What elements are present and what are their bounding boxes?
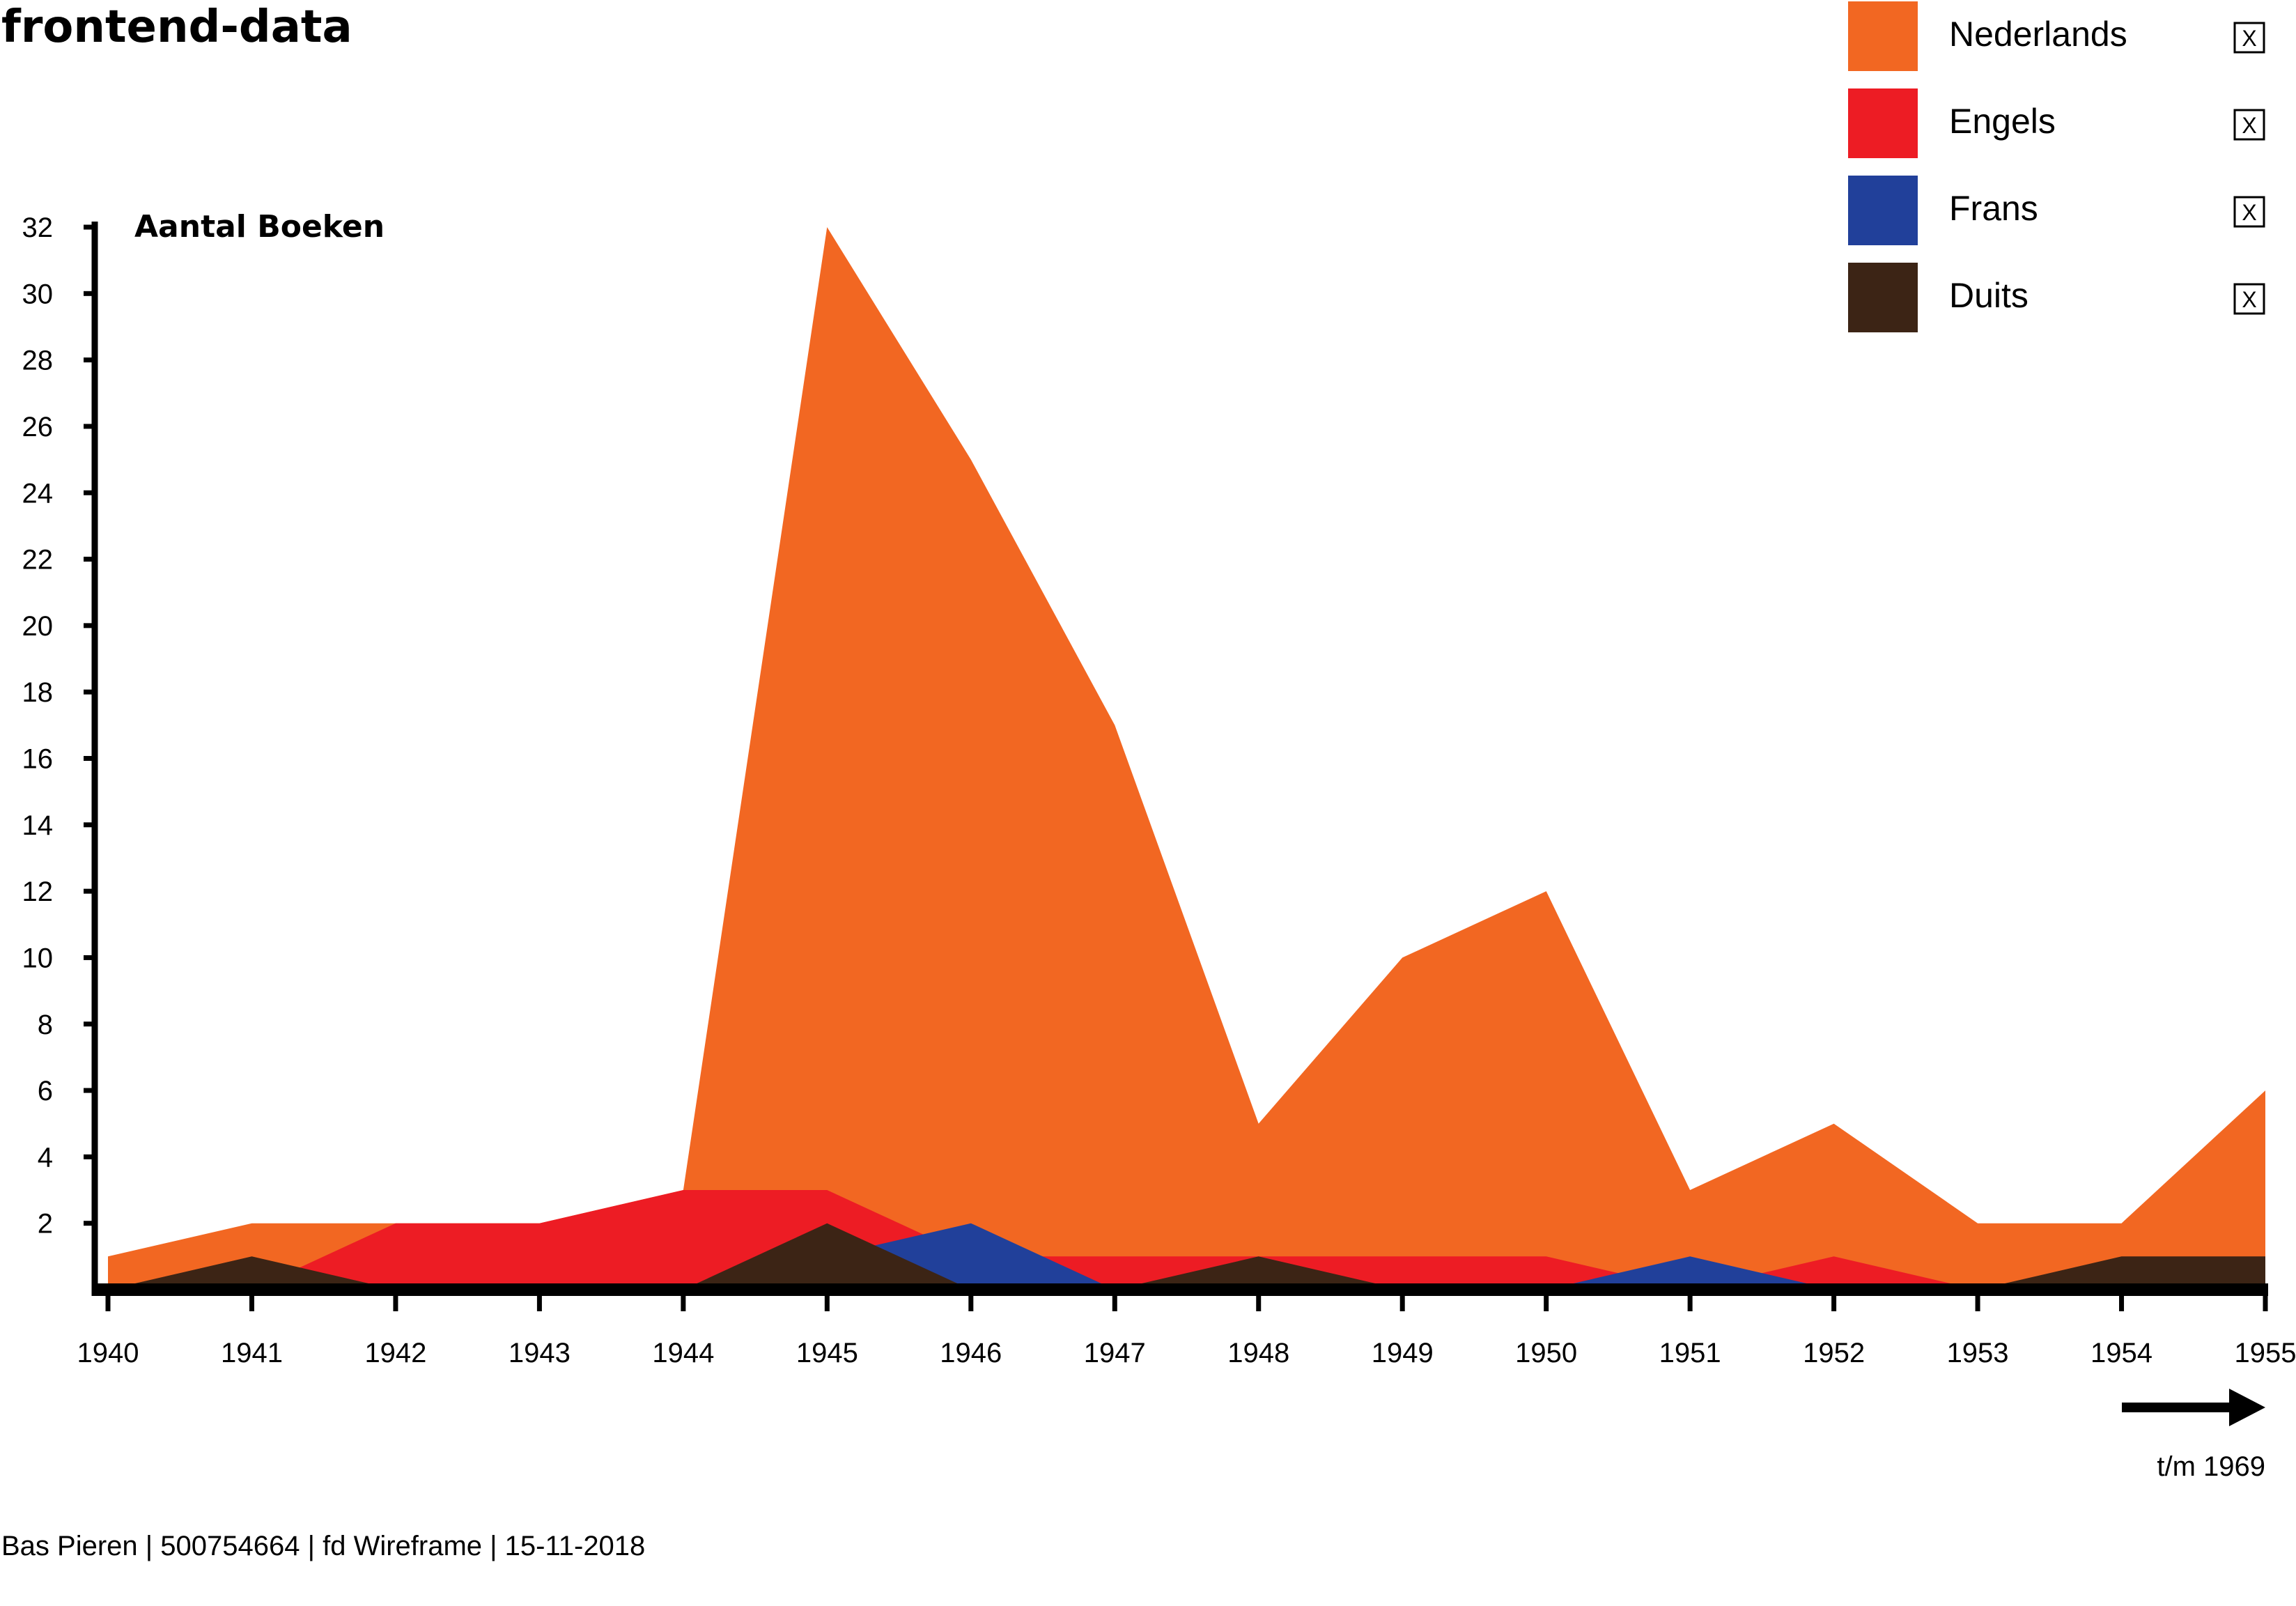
y-tick-label: 22 — [22, 545, 54, 576]
x-tick-label: 1954 — [2091, 1338, 2152, 1368]
legend-label: Frans — [1949, 189, 2038, 228]
area-series-duits — [108, 1223, 2265, 1290]
x-tick-label: 1942 — [364, 1338, 426, 1368]
legend-swatch — [1848, 176, 1918, 245]
legend-swatch — [1848, 263, 1918, 332]
y-tick-label: 2 — [38, 1209, 53, 1240]
close-glyph: X — [2242, 200, 2256, 225]
x-tick-label: 1945 — [796, 1338, 858, 1368]
arrow-right-icon[interactable] — [2122, 1389, 2265, 1426]
close-glyph: X — [2242, 26, 2256, 51]
area-series-engels — [108, 1190, 2265, 1290]
x-tick-label: 1949 — [1372, 1338, 1434, 1368]
chart-areas — [108, 227, 2265, 1290]
footer-text: Bas Pieren | 500754664 | fd Wireframe | … — [1, 1531, 645, 1561]
close-icon[interactable]: X — [2233, 22, 2265, 54]
x-tick-label: 1955 — [2235, 1338, 2296, 1368]
close-icon[interactable]: X — [2233, 196, 2265, 228]
y-axis-title: Aantal Boeken — [134, 209, 385, 245]
legend-item-nederlands: Nederlands X — [1848, 1, 2265, 71]
x-tick-label: 1943 — [509, 1338, 571, 1368]
x-tick-label: 1944 — [652, 1338, 714, 1368]
x-tick-label: 1946 — [940, 1338, 1002, 1368]
legend-item-duits: Duits X — [1848, 263, 2265, 332]
legend-item-engels: Engels X — [1848, 88, 2265, 158]
x-tick-label: 1951 — [1659, 1338, 1721, 1368]
y-tick-label: 18 — [22, 677, 54, 708]
y-tick-label: 8 — [38, 1010, 53, 1040]
y-tick-label: 16 — [22, 744, 54, 775]
close-glyph: X — [2242, 287, 2256, 312]
legend-label: Duits — [1949, 276, 2029, 315]
x-tick-label: 1941 — [221, 1338, 283, 1368]
legend: Nederlands X Engels X Frans X Duits X — [1848, 1, 2265, 332]
area-series-frans — [108, 1223, 2265, 1290]
area-series-nederlands — [108, 227, 2265, 1290]
legend-item-frans: Frans X — [1848, 176, 2265, 245]
y-tick-label: 24 — [22, 478, 54, 509]
y-tick-label: 10 — [22, 943, 54, 973]
y-tick-label: 14 — [22, 810, 54, 841]
x-tick-label: 1953 — [1947, 1338, 2009, 1368]
legend-swatch — [1848, 88, 1918, 158]
x-axis-ticks: 1940 1941 1942 1943 1944 1945 1946 1947 1948 1949… — [77, 1290, 2296, 1368]
legend-swatch — [1848, 1, 1918, 71]
y-tick-label: 20 — [22, 611, 54, 642]
close-icon[interactable]: X — [2233, 109, 2265, 141]
y-tick-label: 32 — [22, 213, 54, 243]
x-tick-label: 1950 — [1515, 1338, 1577, 1368]
y-tick-label: 26 — [22, 412, 54, 442]
x-tick-label: 1947 — [1084, 1338, 1146, 1368]
x-tick-label: 1940 — [77, 1338, 139, 1368]
legend-label: Engels — [1949, 102, 2056, 141]
y-tick-label: 28 — [22, 346, 54, 376]
close-icon[interactable]: X — [2233, 283, 2265, 315]
page-title: frontend-data — [1, 1, 352, 53]
x-tick-label: 1952 — [1803, 1338, 1865, 1368]
more-years-label: t/m 1969 — [2157, 1451, 2265, 1482]
close-glyph: X — [2242, 113, 2256, 138]
legend-label: Nederlands — [1949, 15, 2127, 54]
y-tick-label: 12 — [22, 877, 54, 907]
x-tick-label: 1948 — [1227, 1338, 1289, 1368]
y-tick-label: 4 — [38, 1142, 53, 1173]
y-tick-label: 30 — [22, 279, 54, 309]
y-tick-label: 6 — [38, 1076, 53, 1106]
